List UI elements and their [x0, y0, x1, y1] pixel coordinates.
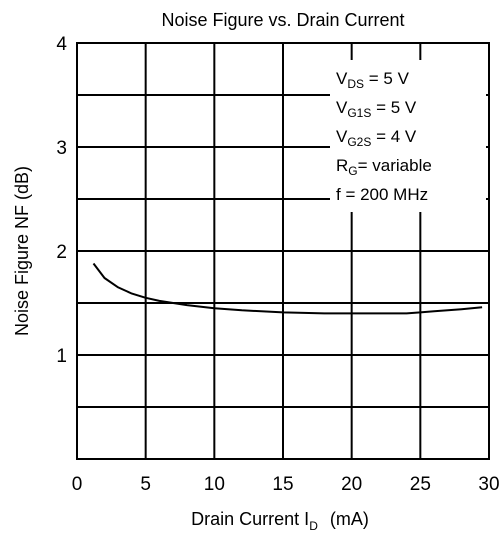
chart-title: Noise Figure vs. Drain Current: [161, 10, 404, 30]
annotation-line: VG2S = 4 V: [336, 127, 417, 149]
x-tick-label: 5: [140, 474, 151, 495]
y-tick-label: 4: [56, 34, 67, 55]
plot-frame: [76, 42, 490, 460]
x-tick-label: 10: [204, 474, 225, 495]
series-line: [92, 262, 483, 315]
y-tick-labels: 1 2 3 4: [56, 34, 67, 367]
x-tick-label: 20: [341, 474, 362, 495]
y-axis-label: Noise Figure NF (dB): [12, 166, 32, 336]
y-tick-label: 1: [56, 346, 67, 367]
x-tick-labels: 0 5 10 15 20 25 30: [72, 474, 500, 495]
annotation-line: VDS = 5 V: [336, 69, 410, 91]
x-axis-label: Drain Current ID (mA): [191, 509, 369, 533]
series-group: [92, 262, 483, 315]
x-tick-label: 15: [272, 474, 293, 495]
x-axis-label-main: Drain Current I: [191, 509, 309, 529]
x-tick-label: 30: [478, 474, 499, 495]
condition-annotations: VDS = 5 V VG1S = 5 V VG2S = 4 V RG= variabl…: [330, 60, 486, 212]
y-tick-label: 2: [56, 242, 67, 263]
annotation-line: f = 200 MHz: [336, 185, 428, 204]
y-tick-label: 3: [56, 138, 67, 159]
annotation-line: VG1S = 5 V: [336, 98, 417, 120]
x-tick-label: 25: [410, 474, 431, 495]
annotation-line: RG= variable: [336, 156, 432, 178]
x-tick-label: 0: [72, 474, 83, 495]
x-axis-label-subscript: D: [309, 519, 318, 533]
annotation-background: [330, 60, 486, 212]
x-axis-label-unit: (mA): [330, 509, 369, 529]
